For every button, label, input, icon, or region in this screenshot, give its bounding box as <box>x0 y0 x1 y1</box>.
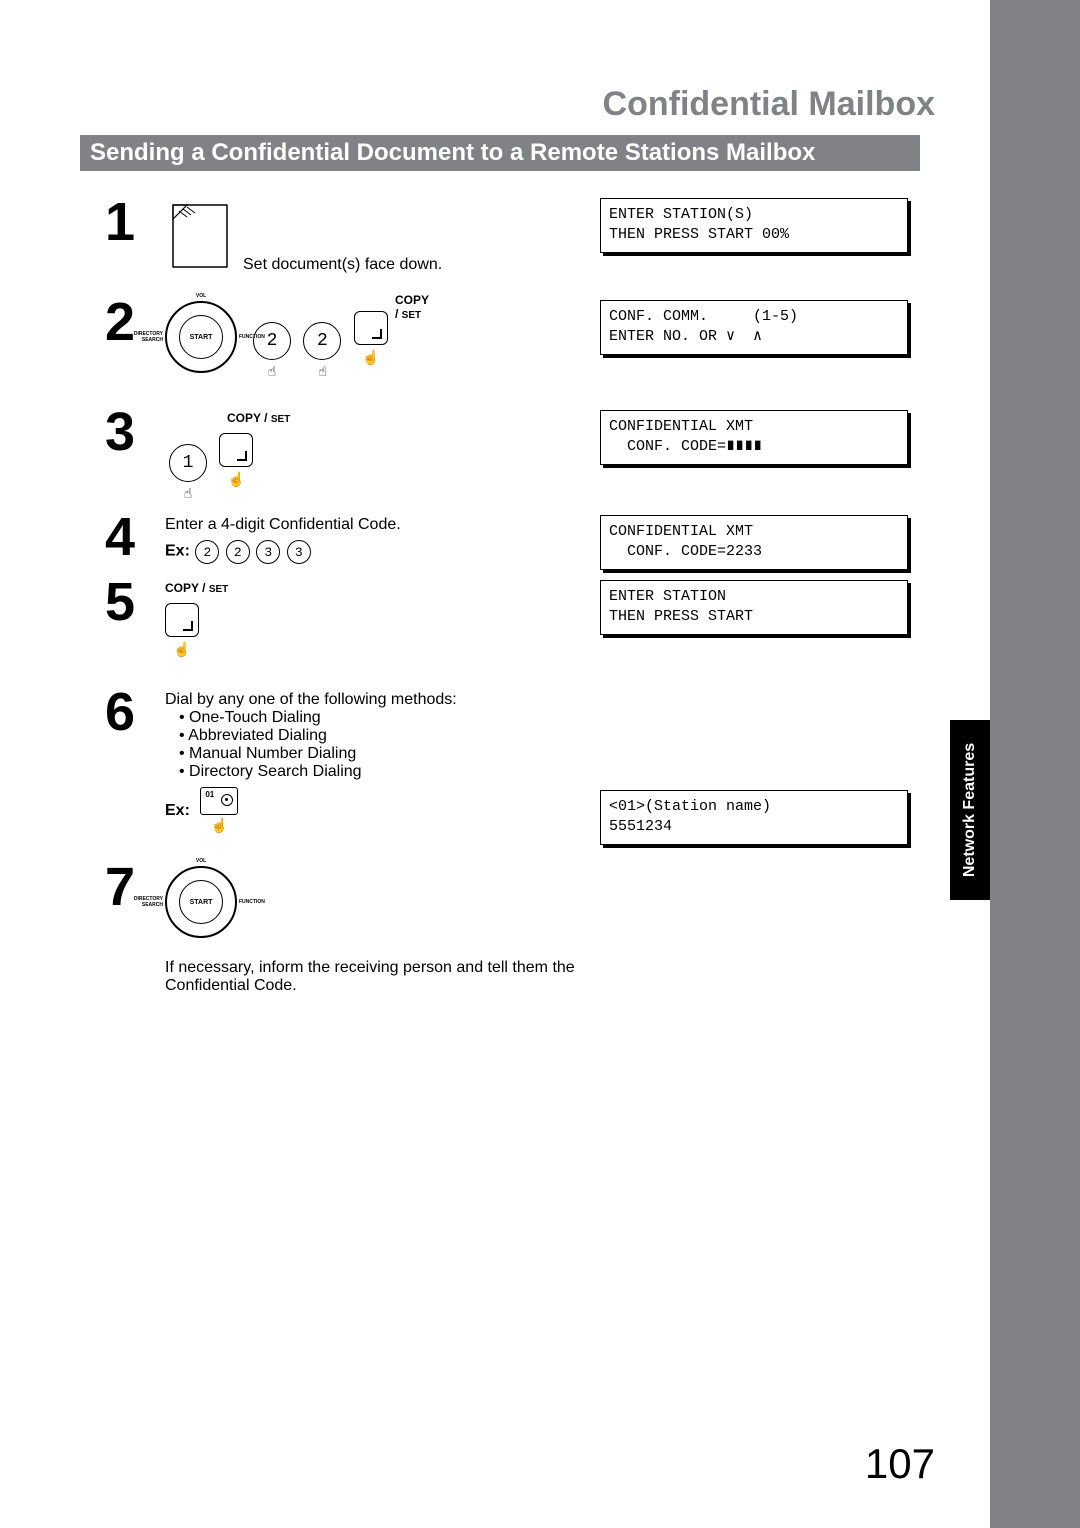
set-key: ☝ <box>219 433 253 467</box>
press-icon: ☝ <box>318 364 326 381</box>
set-key: ☝ <box>354 311 388 345</box>
step1-caption: Set document(s) face down. <box>243 256 442 274</box>
step-number: 3 <box>105 405 165 459</box>
step6-intro: Dial by any one of the following methods… <box>165 691 457 709</box>
step7-note: If necessary, inform the receiving perso… <box>165 959 605 995</box>
lcd-display-5: ENTER STATION THEN PRESS START <box>600 580 908 635</box>
keypad-2: 2☝ <box>253 322 291 360</box>
ex-key: 2 <box>195 540 219 564</box>
press-icon: ☝ <box>211 817 228 834</box>
keypad-1: 1☝ <box>169 444 207 482</box>
step-number: 5 <box>105 575 165 629</box>
example-label: Ex: <box>165 543 190 560</box>
copy-set-label: COPY / SET <box>227 411 290 425</box>
sub-title-bar: Sending a Confidential Document to a Rem… <box>80 135 920 171</box>
ex-key: 2 <box>226 540 250 564</box>
set-key: ☝ <box>165 603 199 637</box>
page-number: 107 <box>865 1440 935 1488</box>
list-item: • Directory Search Dialing <box>179 763 457 781</box>
lcd-display-1: ENTER STATION(S) THEN PRESS START 00% <box>600 198 908 253</box>
copy-set-label: COPY / SET <box>395 293 429 321</box>
press-icon: ☝ <box>228 471 245 488</box>
control-dial-icon: START VOL DIRECTORY SEARCH FUNCTION <box>165 301 237 373</box>
press-icon: ☝ <box>173 641 190 658</box>
step-number: 6 <box>105 685 165 739</box>
document-icon <box>165 201 235 271</box>
press-icon: ☝ <box>184 486 192 503</box>
control-dial-icon: START VOL DIRECTORY SEARCH FUNCTION <box>165 866 237 938</box>
step-number: 1 <box>105 195 165 249</box>
lcd-display-6: <01>(Station name) 5551234 <box>600 790 908 845</box>
step4-caption: Enter a 4-digit Confidential Code. <box>165 516 401 534</box>
list-item: • Manual Number Dialing <box>179 745 457 763</box>
example-label: Ex: <box>165 802 190 819</box>
lcd-display-4: CONFIDENTIAL XMT CONF. CODE=2233 <box>600 515 908 570</box>
step-number: 4 <box>105 510 165 564</box>
page-title: Confidential Mailbox <box>603 85 935 124</box>
section-tab-label: Network Features <box>961 743 979 877</box>
section-tab: Network Features <box>950 720 990 900</box>
list-item: • One-Touch Dialing <box>179 709 457 727</box>
ex-key: 3 <box>256 540 280 564</box>
side-strip <box>990 0 1080 1528</box>
lcd-display-2: CONF. COMM. (1-5) ENTER NO. OR ∨ ∧ <box>600 300 908 355</box>
press-icon: ☝ <box>268 364 276 381</box>
copy-set-label: COPY / SET <box>165 581 228 595</box>
one-touch-key: 01 ☝ <box>200 787 238 815</box>
lcd-display-3: CONFIDENTIAL XMT CONF. CODE=∎∎∎∎ <box>600 410 908 465</box>
press-icon: ☝ <box>362 349 379 366</box>
ex-key: 3 <box>287 540 311 564</box>
list-item: • Abbreviated Dialing <box>179 727 457 745</box>
keypad-2: 2☝ <box>303 322 341 360</box>
